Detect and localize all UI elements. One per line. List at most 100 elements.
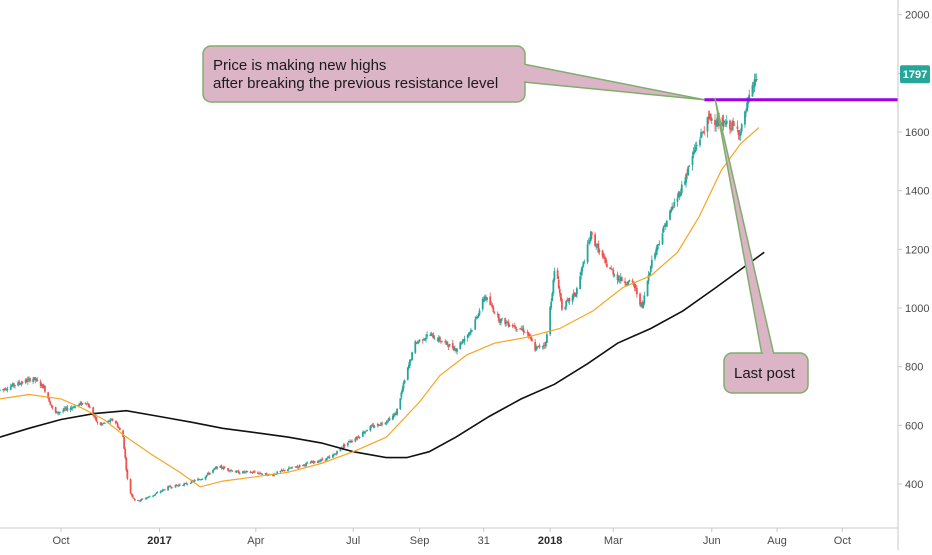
candle-down xyxy=(616,271,619,285)
candle-down xyxy=(249,470,252,474)
candle-up xyxy=(725,115,728,128)
candle-up xyxy=(437,335,440,343)
candle-body xyxy=(283,469,286,471)
candle-up xyxy=(687,166,690,177)
candle-down xyxy=(439,335,441,343)
candle-up xyxy=(399,397,402,410)
candle-down xyxy=(50,404,53,408)
candle-up xyxy=(512,324,515,327)
candle-down xyxy=(482,296,485,303)
candle-down xyxy=(51,405,54,410)
candle-down xyxy=(87,402,90,408)
candle-body xyxy=(403,380,406,384)
candle-down xyxy=(85,403,88,406)
candle-body xyxy=(159,491,162,493)
candle-body xyxy=(56,411,59,414)
candle-body xyxy=(363,432,365,434)
candle-up xyxy=(167,485,169,491)
candle-body xyxy=(220,465,223,468)
candle-body xyxy=(169,485,172,487)
candle-body xyxy=(259,472,261,474)
candle-body xyxy=(235,470,238,473)
candle-up xyxy=(571,293,574,305)
candle-down xyxy=(66,405,69,412)
candle-up xyxy=(448,343,451,347)
candle-body xyxy=(145,497,148,499)
candle-up xyxy=(200,478,203,481)
candle-down xyxy=(441,340,443,343)
candle-up xyxy=(646,280,649,297)
candle-up xyxy=(723,120,726,123)
candle-body xyxy=(355,438,358,439)
candle-body xyxy=(298,464,301,467)
candle-down xyxy=(444,338,447,345)
candle-down xyxy=(223,465,226,469)
candle-body xyxy=(72,407,75,409)
candle-down xyxy=(313,460,316,464)
candle-body xyxy=(574,293,577,297)
candle-body xyxy=(388,418,391,421)
candle-up xyxy=(177,483,180,487)
candle-body xyxy=(513,325,516,328)
candle-body xyxy=(348,440,350,442)
candle-body xyxy=(504,318,507,325)
candle-body xyxy=(678,191,681,196)
candle-body xyxy=(306,462,309,464)
candle-body xyxy=(47,392,50,399)
candle-body xyxy=(439,337,441,342)
candle-up xyxy=(346,442,349,448)
candle-body xyxy=(571,295,574,302)
candle-body xyxy=(133,499,136,501)
last-price-badge: 1797 xyxy=(900,65,930,84)
candle-up xyxy=(459,341,462,350)
candle-down xyxy=(557,276,560,289)
candle-body xyxy=(302,465,304,466)
candle-body xyxy=(527,332,530,337)
candle-body xyxy=(654,253,656,259)
candle-body xyxy=(715,125,717,127)
candle-up xyxy=(380,421,382,427)
candle-body xyxy=(328,456,331,458)
candle-body xyxy=(227,468,229,471)
candle-down xyxy=(451,340,454,350)
candle-up xyxy=(356,436,359,441)
candle-body xyxy=(148,496,151,498)
candle-body xyxy=(534,341,537,351)
candle-up xyxy=(183,482,185,487)
candle-body xyxy=(282,469,285,471)
candle-body xyxy=(476,317,479,318)
candle-up xyxy=(391,413,394,421)
candle-up xyxy=(370,424,373,429)
candle-body xyxy=(304,464,306,466)
candle-down xyxy=(514,326,517,332)
candle-body xyxy=(57,412,60,414)
candle-body xyxy=(467,333,470,335)
callout-text-line: after breaking the previous resistance l… xyxy=(213,75,498,92)
candle-up xyxy=(17,380,20,387)
candle-body xyxy=(656,244,659,251)
candle-body xyxy=(87,403,90,408)
candle-up xyxy=(467,331,470,337)
candle-body xyxy=(421,339,424,341)
callout-text-line: Price is making new highs xyxy=(213,57,386,74)
candle-body xyxy=(64,408,67,410)
candle-body xyxy=(204,476,207,480)
candle-down xyxy=(283,469,286,473)
candle-up xyxy=(63,406,66,412)
candle-body xyxy=(617,278,620,281)
candle-up xyxy=(384,422,387,425)
candle-body xyxy=(303,464,305,466)
candle-body xyxy=(177,485,180,486)
candle-up xyxy=(348,440,350,443)
candle-down xyxy=(460,342,463,346)
candle-body xyxy=(580,271,583,276)
candle-up xyxy=(153,494,156,497)
candle-body xyxy=(170,487,173,489)
candle-down xyxy=(431,333,434,338)
candle-body xyxy=(481,299,484,310)
candle-up xyxy=(401,386,404,394)
candle-down xyxy=(752,81,755,94)
candle-body xyxy=(708,113,711,119)
candle-down xyxy=(590,231,593,240)
candle-up xyxy=(65,405,68,411)
